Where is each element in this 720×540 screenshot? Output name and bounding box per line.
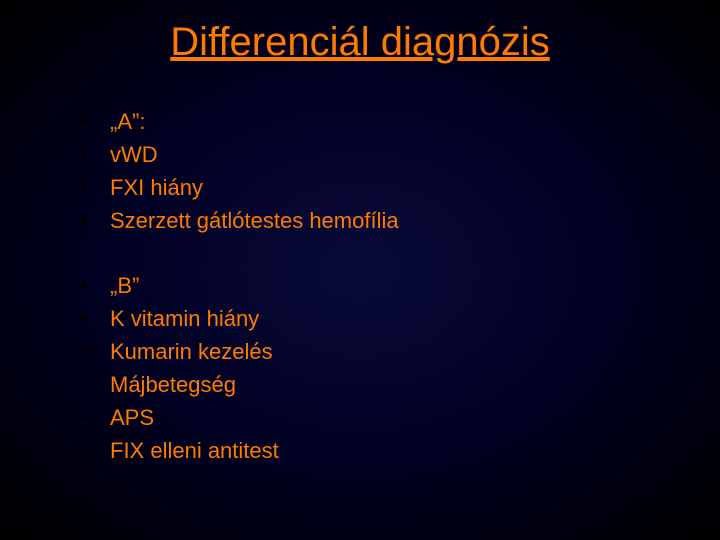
- bullet-text: Májbetegség: [110, 368, 236, 401]
- list-item: • FIX elleni antitest: [80, 434, 720, 467]
- bullet-icon: •: [80, 302, 92, 335]
- bullet-icon: •: [80, 401, 92, 434]
- slide-title: Differenciál diagnózis: [0, 0, 720, 65]
- bullet-group-b: • „B” • K vitamin hiány • Kumarin kezelé…: [80, 269, 720, 467]
- bullet-text: Kumarin kezelés: [110, 335, 273, 368]
- bullet-icon: •: [80, 269, 92, 302]
- list-item: • Szerzett gátlótestes hemofília: [80, 204, 720, 237]
- bullet-text: APS: [110, 401, 154, 434]
- bullet-text: FXI hiány: [110, 171, 203, 204]
- list-item: • vWD: [80, 138, 720, 171]
- bullet-icon: •: [80, 204, 92, 237]
- bullet-icon: •: [80, 434, 92, 467]
- list-item: • Kumarin kezelés: [80, 335, 720, 368]
- list-item: • Májbetegség: [80, 368, 720, 401]
- list-item: • „B”: [80, 269, 720, 302]
- list-item: • APS: [80, 401, 720, 434]
- bullet-text: „B”: [110, 269, 139, 302]
- bullet-text: FIX elleni antitest: [110, 434, 279, 467]
- bullet-icon: •: [80, 105, 92, 138]
- bullet-icon: •: [80, 138, 92, 171]
- list-item: • K vitamin hiány: [80, 302, 720, 335]
- slide-content: • „A”: • vWD • FXI hiány • Szerzett gátl…: [0, 65, 720, 467]
- bullet-text: vWD: [110, 138, 158, 171]
- list-item: • FXI hiány: [80, 171, 720, 204]
- bullet-icon: •: [80, 335, 92, 368]
- bullet-text: Szerzett gátlótestes hemofília: [110, 204, 399, 237]
- bullet-text: „A”:: [110, 105, 145, 138]
- bullet-group-a: • „A”: • vWD • FXI hiány • Szerzett gátl…: [80, 105, 720, 237]
- bullet-icon: •: [80, 171, 92, 204]
- bullet-text: K vitamin hiány: [110, 302, 259, 335]
- list-item: • „A”:: [80, 105, 720, 138]
- bullet-icon: •: [80, 368, 92, 401]
